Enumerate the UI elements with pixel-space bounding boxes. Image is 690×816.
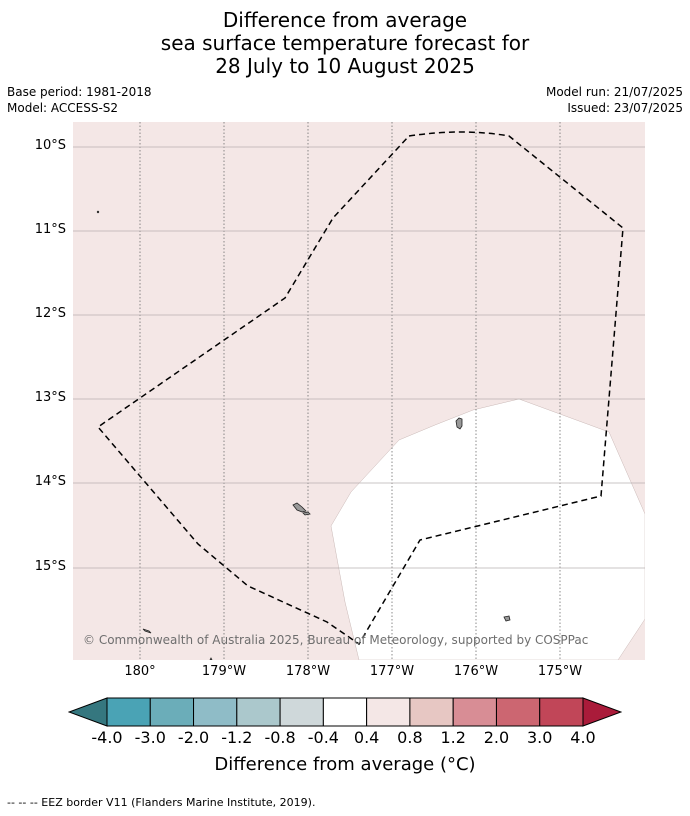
colorbar-bin: [322, 697, 368, 727]
lon-label-180: 180°: [124, 664, 156, 679]
islet-bottom: [209, 657, 213, 660]
colorbar-bin: [366, 697, 411, 727]
title-line-3: 28 July to 10 August 2025: [215, 54, 475, 78]
colorbar-bin: [539, 697, 584, 727]
lon-label-178w: 178°W: [285, 664, 331, 679]
colorbar-tick-label: 4.0: [570, 728, 596, 747]
colorbar-tick-label: 0.8: [397, 728, 423, 747]
colorbar-bin: [452, 697, 497, 727]
colorbar-tick-label: -0.8: [264, 728, 296, 747]
islet-northwest: [96, 210, 100, 214]
lon-label-175w: 175°W: [537, 664, 583, 679]
lat-label-13s: 13°S: [34, 390, 66, 405]
meridian-gridlines: [139, 122, 561, 660]
colorbar-tick-label: -1.2: [221, 728, 253, 747]
colorbar-bin: [279, 697, 324, 727]
colorbar-tick-label: 1.2: [440, 728, 466, 747]
colorbar-bin: [106, 697, 151, 727]
eez-border: [96, 131, 624, 646]
colorbar-extension-high: [582, 697, 622, 727]
colorbar-tick-label: -4.0: [91, 728, 123, 747]
model-run: Model run: 21/07/2025: [545, 85, 683, 99]
colorbar-tick-label: 3.0: [526, 728, 553, 747]
neutral-anomaly-region: [330, 398, 645, 660]
islet-southwest: [142, 628, 152, 634]
islands: [96, 210, 511, 660]
colorbar-tick-label: 0.4: [353, 728, 380, 747]
parallel-gridlines: [73, 146, 645, 569]
colorbar-bin: [495, 697, 541, 727]
eez-legend-note: -- -- -- EEZ border V11 (Flanders Marine…: [7, 796, 316, 809]
island-west: [292, 502, 307, 513]
map-panel: [73, 122, 645, 660]
colorbar-title: Difference from average (°C): [214, 754, 476, 775]
lat-label-15s: 15°S: [34, 559, 66, 574]
islet-west: [302, 511, 311, 516]
lat-label-11s: 11°S: [34, 222, 66, 237]
colorbar-tick-label: -0.4: [307, 728, 339, 747]
island-east: [455, 417, 463, 430]
lon-label-179w: 179°W: [201, 664, 247, 679]
lat-label-12s: 12°S: [34, 306, 66, 321]
lat-label-14s: 14°S: [34, 474, 66, 489]
island-south: [503, 615, 511, 622]
lon-label-177w: 177°W: [369, 664, 415, 679]
colorbar: [68, 697, 622, 727]
colorbar-bin: [409, 697, 454, 727]
title-line-1: Difference from average: [222, 8, 468, 32]
issued-date: Issued: 23/07/2025: [567, 101, 683, 115]
model-name: Model: ACCESS-S2: [7, 101, 119, 115]
colorbar-bin: [149, 697, 195, 727]
colorbar-bin: [236, 697, 281, 727]
base-period: Base period: 1981-2018: [7, 85, 152, 99]
title-line-2: sea surface temperature forecast for: [160, 31, 530, 55]
lon-label-176w: 176°W: [453, 664, 499, 679]
lat-label-10s: 10°S: [34, 138, 66, 153]
colorbar-tick-label: 2.0: [483, 728, 510, 747]
colorbar-tick-label: -3.0: [134, 728, 166, 747]
copyright-notice: © Commonwealth of Australia 2025, Bureau…: [83, 633, 589, 647]
colorbar-bin: [193, 697, 238, 727]
colorbar-extension-low: [68, 697, 108, 727]
colorbar-tick-label: -2.0: [177, 728, 210, 747]
